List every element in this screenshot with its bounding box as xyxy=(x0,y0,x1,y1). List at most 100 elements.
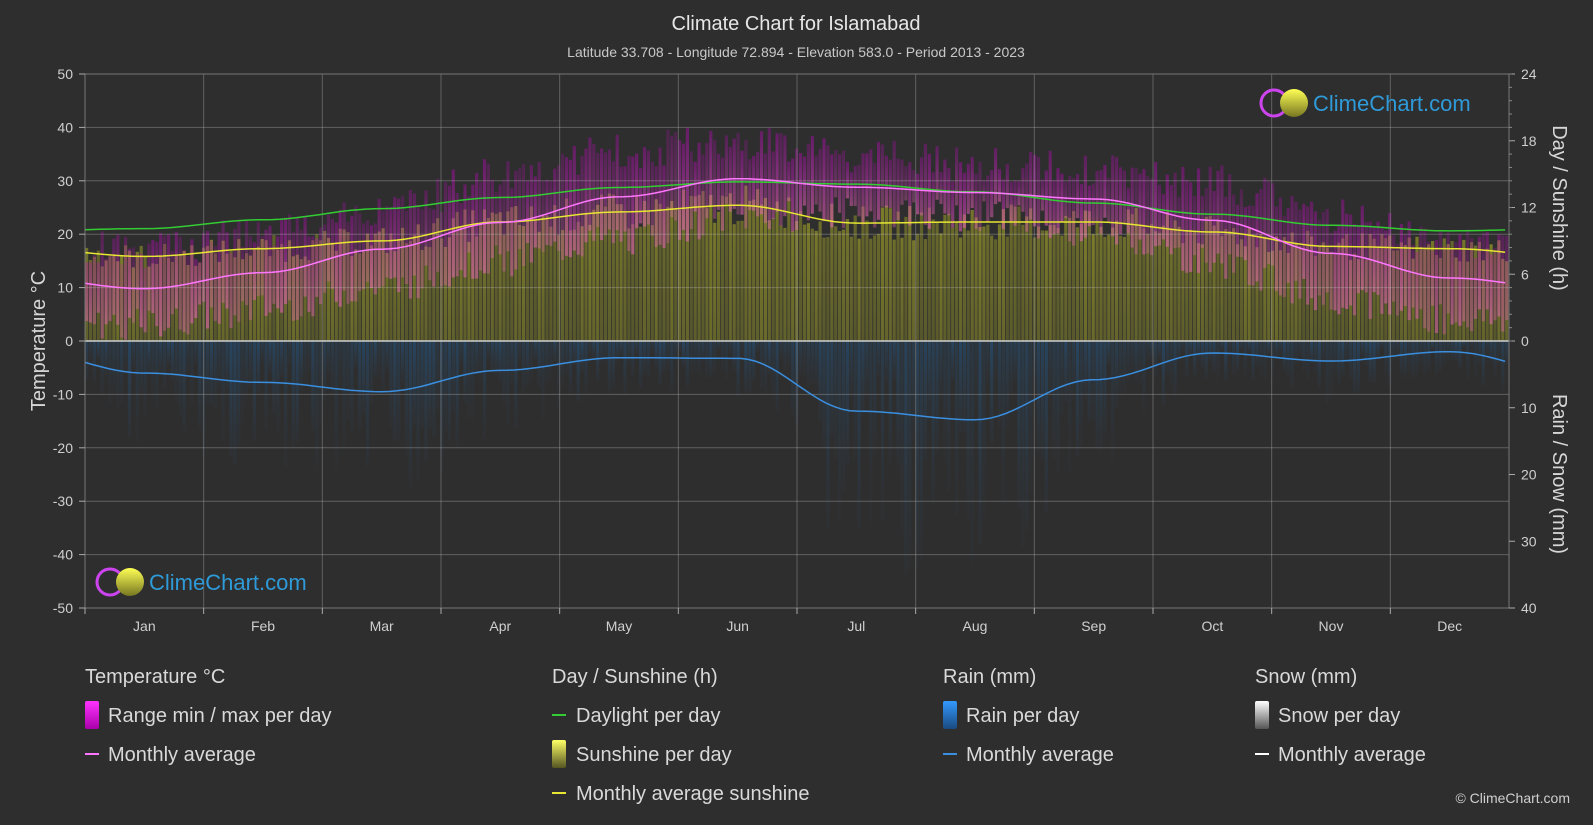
rain-day-bar xyxy=(287,341,292,366)
right-axis-label-bottom: Rain / Snow (mm) xyxy=(1548,394,1570,554)
rain-day-bar xyxy=(92,341,96,382)
temp-range-day-bar xyxy=(1001,179,1005,229)
temp-range-day-bar xyxy=(1434,240,1439,333)
temp-range-day-bar xyxy=(315,238,319,297)
rain-day-bar xyxy=(213,341,217,408)
temp-range-day-bar xyxy=(494,191,498,246)
rain-day-bar xyxy=(799,341,803,375)
month-label: Nov xyxy=(1319,618,1344,634)
temp-range-day-bar xyxy=(810,136,814,214)
rain-day-bar xyxy=(966,341,970,520)
sunshine-day-bar xyxy=(467,242,471,341)
rain-day-bar xyxy=(685,341,689,389)
temp-range-day-bar xyxy=(596,152,600,228)
sunshine-day-bar xyxy=(666,206,670,341)
temp-range-day-bar xyxy=(1021,167,1025,212)
rain-day-bar xyxy=(849,341,853,397)
temp-range-day-bar xyxy=(401,195,405,278)
rain-day-bar xyxy=(1278,341,1282,355)
sunshine-day-bar xyxy=(748,200,752,341)
temp-range-day-bar xyxy=(1505,235,1509,320)
left-axis: 50 40 30 20 10 0 -10 -20 -30 -40 -50 xyxy=(53,66,85,616)
temp-range-day-bar xyxy=(670,135,674,217)
temp-range-day-bar xyxy=(1485,231,1489,310)
rain-day-bar xyxy=(564,341,569,374)
temp-range-day-bar xyxy=(806,143,810,221)
temp-range-day-bar xyxy=(1431,250,1435,306)
rain-day-bar xyxy=(701,341,705,362)
rain-day-bar xyxy=(951,341,955,381)
sunshine-day-bar xyxy=(1040,230,1044,341)
rain-day-bar xyxy=(771,341,775,401)
temp-range-day-bar xyxy=(603,152,608,235)
rain-day-bar xyxy=(315,341,319,471)
sunshine-day-bar xyxy=(564,198,569,341)
rain-day-bar xyxy=(845,341,849,465)
rain-day-bar xyxy=(916,341,920,568)
rain-day-bar xyxy=(264,341,268,430)
rain-day-bar xyxy=(947,341,951,493)
sunshine-day-bar xyxy=(962,214,966,341)
legend-item-rain-avg: Monthly average xyxy=(966,744,1114,766)
right-axis-rain-label: 20 xyxy=(1521,467,1537,483)
temp-range-day-bar xyxy=(767,127,771,229)
temp-range-day-bar xyxy=(631,156,635,255)
temp-range-day-bar xyxy=(1473,258,1478,319)
rain-day-bar xyxy=(783,341,787,370)
rain-day-bar xyxy=(280,341,284,377)
temp-range-day-bar xyxy=(600,148,604,241)
rain-day-bar xyxy=(1407,341,1411,374)
rain-day-bar xyxy=(1033,341,1037,393)
sunshine-day-bar xyxy=(1243,246,1247,341)
rain-day-bar xyxy=(1044,341,1048,513)
temp-range-day-bar xyxy=(1317,220,1321,296)
rain-day-bar xyxy=(1235,341,1240,372)
rain-day-bar xyxy=(568,341,572,396)
rain-day-bar xyxy=(744,341,748,392)
sunshine-day-bar xyxy=(728,193,732,341)
temp-range-day-bar xyxy=(1501,235,1505,332)
rain-day-bar xyxy=(1446,341,1450,360)
rain-day-bar xyxy=(1052,341,1056,460)
sunshine-day-bar xyxy=(1181,243,1185,341)
rain-day-bar xyxy=(1177,341,1181,362)
rain-day-bar xyxy=(479,341,483,384)
temp-range-day-bar xyxy=(397,198,401,293)
rain-day-bar xyxy=(1356,341,1360,393)
sunshine-day-bar xyxy=(947,213,951,341)
sunshine-day-bar xyxy=(525,220,530,341)
temp-range-day-bar xyxy=(1489,254,1493,325)
temp-range-day-bar xyxy=(522,163,526,266)
temp-range-day-bar xyxy=(892,140,896,228)
rain-day-bar xyxy=(1501,341,1505,392)
rain-day-bar xyxy=(1263,341,1267,380)
rain-day-bar xyxy=(1111,341,1115,464)
sunshine-day-bar xyxy=(1033,237,1037,341)
temp-range-day-bar xyxy=(1306,206,1310,305)
sunshine-day-bar xyxy=(1111,227,1115,341)
sunshine-day-bar xyxy=(1251,234,1255,341)
temp-range-day-bar xyxy=(307,236,311,312)
temp-range-day-bar xyxy=(662,165,666,248)
temp-range-day-bar xyxy=(1263,177,1267,268)
temp-range-day-bar xyxy=(182,250,186,332)
rain-day-bar xyxy=(1060,341,1064,414)
rain-day-bar xyxy=(1329,341,1333,398)
rain-day-bar xyxy=(1317,341,1321,388)
sunshine-day-bar xyxy=(362,251,366,341)
temp-range-day-bar xyxy=(225,232,229,309)
temp-range-day-bar xyxy=(170,250,174,315)
sunshine-day-bar xyxy=(994,239,998,341)
temp-range-day-bar xyxy=(1068,175,1072,242)
temp-range-day-bar xyxy=(736,132,740,215)
legend-text: Temperature °C Range min / max per day M… xyxy=(85,666,1426,805)
rain-day-bar xyxy=(326,341,331,373)
sunshine-day-bar xyxy=(697,194,701,341)
right-axis-hours-label: 24 xyxy=(1521,66,1537,82)
temp-range-day-bar xyxy=(1013,180,1017,226)
rain-day-bar xyxy=(935,341,939,454)
sunshine-day-bar xyxy=(455,212,459,341)
temp-range-day-bar xyxy=(194,259,198,318)
sunshine-day-bar xyxy=(1239,239,1243,341)
rain-day-bar xyxy=(404,341,409,456)
